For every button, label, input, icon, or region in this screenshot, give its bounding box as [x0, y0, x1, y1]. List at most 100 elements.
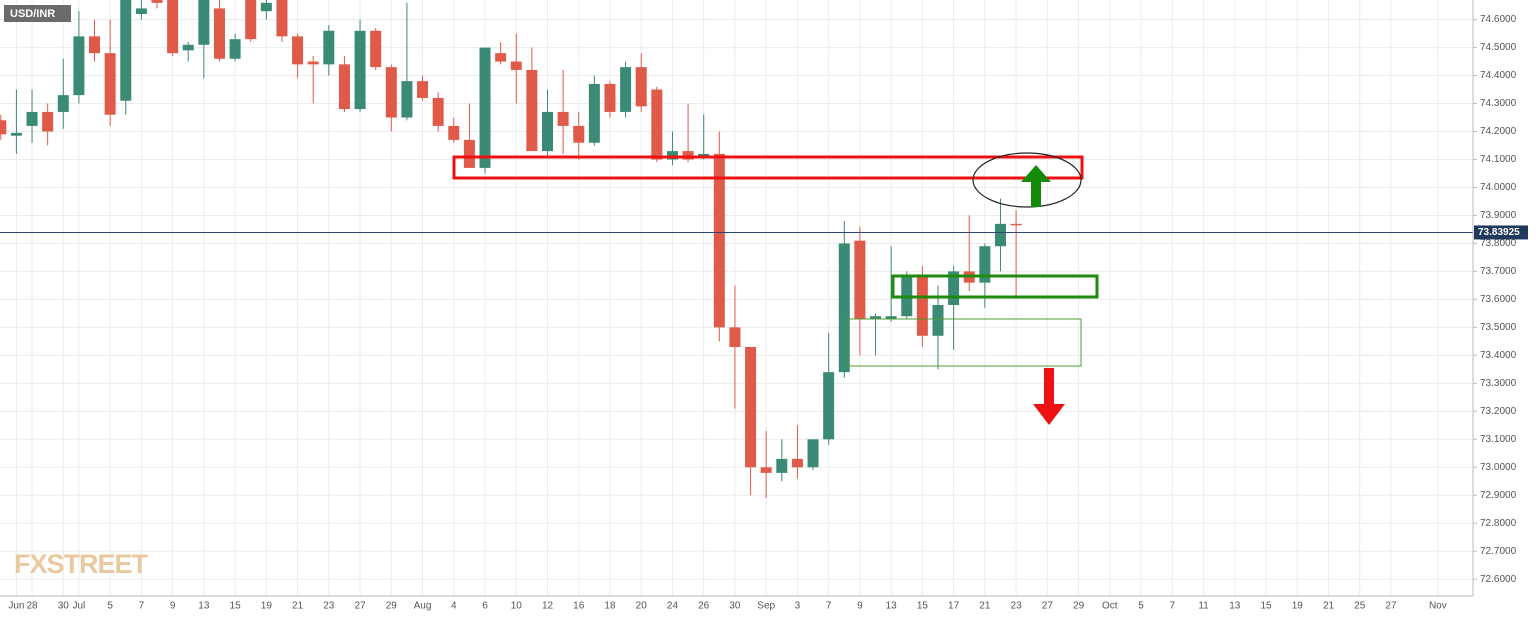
- candle-body: [838, 243, 850, 373]
- candle-body: [745, 346, 757, 468]
- y-tick-label: 73.8000: [1480, 238, 1517, 249]
- candle-body: [620, 67, 632, 112]
- candle-body: [10, 132, 22, 136]
- candle-body: [89, 36, 101, 54]
- candle-body: [135, 8, 147, 14]
- x-tick-label: 29: [386, 601, 398, 612]
- x-tick-label: 9: [170, 601, 176, 612]
- candle-body: [807, 439, 819, 468]
- candle-body: [198, 0, 210, 45]
- x-tick-label: 12: [542, 601, 554, 612]
- x-tick-label: 15: [230, 601, 242, 612]
- x-tick-label: 15: [917, 601, 929, 612]
- x-tick-label: 30: [729, 601, 741, 612]
- candle-body: [448, 125, 460, 140]
- candle-body: [229, 39, 241, 59]
- y-tick-label: 73.2000: [1480, 406, 1517, 417]
- candle-body: [542, 111, 553, 152]
- y-tick-label: 73.0000: [1480, 462, 1517, 473]
- x-tick-label: 21: [979, 601, 991, 612]
- x-tick-label: 27: [1385, 601, 1397, 612]
- y-tick-label: 74.4000: [1480, 70, 1517, 81]
- y-tick-label: 73.3000: [1480, 378, 1517, 389]
- x-tick-label: 27: [1042, 601, 1054, 612]
- candle-body: [729, 327, 741, 347]
- candle-body: [776, 458, 788, 473]
- watermark: FXSTREET: [14, 549, 149, 579]
- candle-body: [463, 139, 475, 168]
- x-tick-label: Sep: [757, 601, 775, 612]
- candle-body: [635, 67, 647, 107]
- candle-body: [182, 44, 194, 51]
- down-arrow: [1033, 368, 1065, 425]
- candle-body: [26, 111, 38, 126]
- candle-body: [401, 81, 413, 118]
- candle-body: [417, 81, 429, 98]
- candle-body: [994, 223, 1006, 247]
- y-tick-label: 72.8000: [1480, 518, 1517, 529]
- candle-body: [307, 61, 319, 65]
- x-tick-label: 19: [261, 601, 273, 612]
- candle-body: [885, 316, 897, 319]
- candle-body: [245, 0, 257, 40]
- axes: 72.6000 72.7000 72.8000 72.9000 73.0000 73.10…: [8, 14, 1528, 612]
- candle-body: [385, 67, 397, 118]
- candle-body: [510, 61, 522, 70]
- y-tick-label: 74.6000: [1480, 14, 1517, 25]
- candle-body: [573, 125, 585, 143]
- x-tick-label: 27: [354, 601, 366, 612]
- x-tick-label: 25: [1354, 601, 1366, 612]
- y-tick-label: 74.1000: [1480, 154, 1517, 165]
- support-box: [891, 274, 1099, 299]
- y-tick-label: 73.7000: [1480, 266, 1517, 277]
- x-tick-label: 10: [511, 601, 523, 612]
- candle-body: [260, 2, 272, 12]
- annotations: [452, 152, 1099, 425]
- candle-body: [760, 467, 772, 473]
- candle-body: [1010, 223, 1022, 226]
- candles: [0, 0, 1473, 499]
- candle-body: [604, 83, 616, 112]
- candle-body: [698, 153, 710, 157]
- y-tick-label: 72.9000: [1480, 490, 1517, 501]
- resistance-box: [452, 155, 1084, 180]
- candle-body: [57, 95, 69, 112]
- x-tick-label: 6: [482, 601, 488, 612]
- y-tick-label: 74.5000: [1480, 42, 1517, 53]
- x-tick-label: 21: [292, 601, 304, 612]
- x-tick-label: 17: [948, 601, 960, 612]
- candle-body: [104, 53, 116, 115]
- x-tick-label: 13: [198, 601, 210, 612]
- candle-body: [432, 97, 444, 126]
- candle-body: [354, 30, 366, 110]
- x-tick-label: 11: [1198, 601, 1209, 612]
- candle-body: [73, 36, 85, 96]
- candle-body: [42, 111, 54, 132]
- x-tick-label: 9: [857, 601, 863, 612]
- x-tick-label: 20: [636, 601, 648, 612]
- candle-body: [979, 246, 991, 283]
- x-tick-label: 4: [451, 601, 457, 612]
- x-tick-label: 18: [604, 601, 616, 612]
- y-tick-label: 73.5000: [1480, 322, 1517, 333]
- plot-background: [0, 0, 1473, 596]
- x-tick-label: 13: [886, 601, 898, 612]
- candle-body: [151, 0, 163, 3]
- candle-body: [682, 151, 694, 160]
- candle-body: [292, 36, 304, 65]
- y-tick-label: 74.0000: [1480, 182, 1517, 193]
- x-tick-label: 29: [1073, 601, 1085, 612]
- candle-body: [791, 458, 803, 468]
- candle-body: [120, 0, 132, 101]
- y-tick-label: 74.2000: [1480, 126, 1517, 137]
- x-tick-label: 26: [698, 601, 710, 612]
- chart-title: USD/INR: [10, 8, 55, 20]
- candle-body: [651, 89, 663, 160]
- x-tick-label: 7: [139, 601, 145, 612]
- x-tick-label: 28: [26, 601, 38, 612]
- candle-body: [495, 53, 507, 62]
- candle-body: [854, 240, 866, 319]
- candle-body: [870, 316, 882, 319]
- candle-body: [323, 30, 335, 65]
- x-tick-label: 19: [1292, 601, 1304, 612]
